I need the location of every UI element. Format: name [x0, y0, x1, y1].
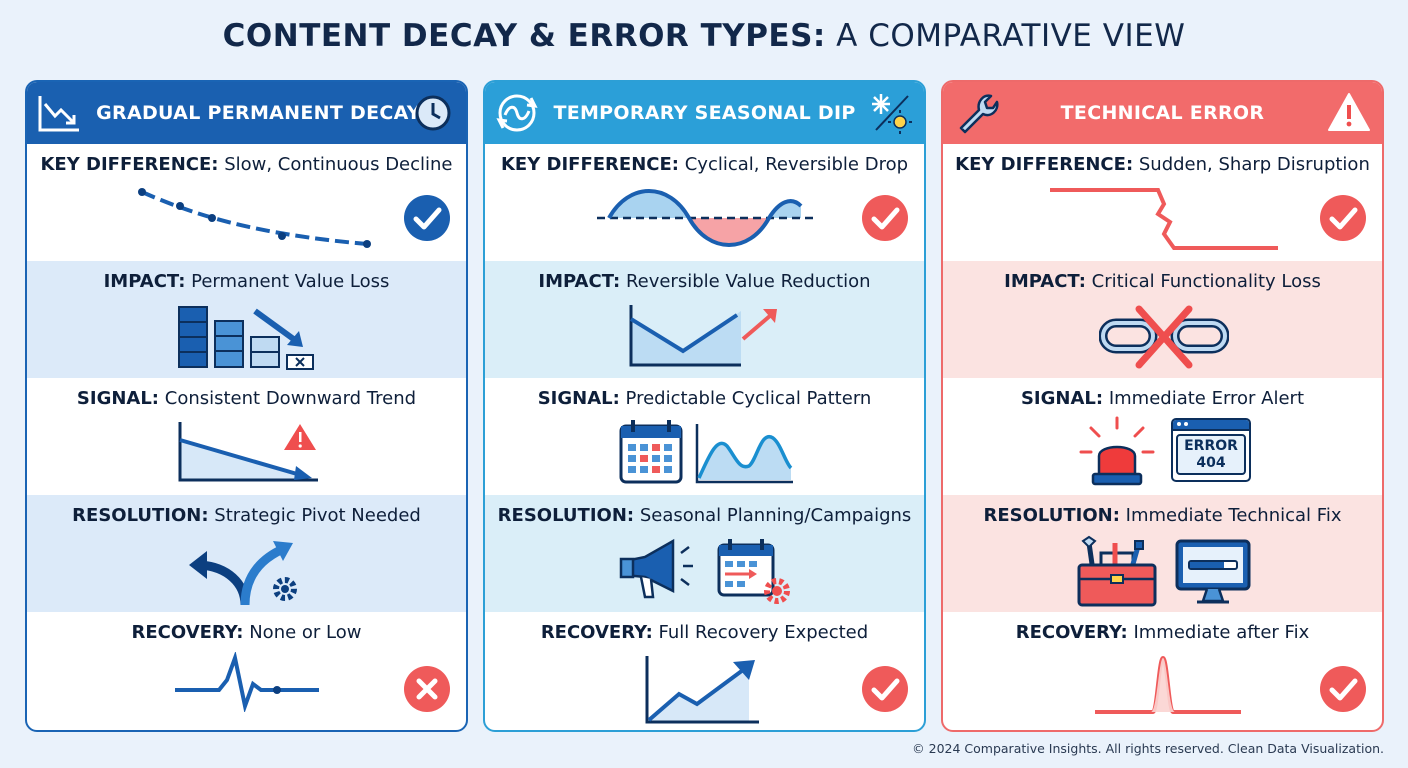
check-badge-icon: [404, 195, 450, 241]
row-label: KEY DIFFERENCE: Sudden, Sharp Disruption: [955, 154, 1370, 175]
row-resolution: RESOLUTION: Seasonal Planning/Campaigns: [485, 495, 924, 612]
row-label: KEY DIFFERENCE: Slow, Continuous Decline: [40, 154, 453, 175]
row-key-difference: KEY DIFFERENCE: Slow, Continuous Decline: [27, 144, 466, 261]
row-label: SIGNAL: Immediate Error Alert: [1020, 388, 1305, 409]
row-key-difference: KEY DIFFERENCE: Sudden, Sharp Disruption: [943, 144, 1382, 261]
column-title: TECHNICAL ERROR: [1060, 102, 1265, 124]
row-impact: IMPACT: Reversible Value Reduction: [485, 261, 924, 378]
check-badge-icon: [862, 195, 908, 241]
row-impact: IMPACT: Permanent Value Loss: [27, 261, 466, 378]
cycle-arrows-icon: [496, 94, 538, 132]
title-bold: CONTENT DECAY & ERROR TYPES:: [222, 18, 826, 54]
column-header: TECHNICAL ERROR: [943, 82, 1382, 144]
row-label: RESOLUTION: Seasonal Planning/Campaigns: [497, 505, 912, 526]
row-resolution: RESOLUTION: Immediate Technical Fix: [943, 495, 1382, 612]
row-label: RESOLUTION: Strategic Pivot Needed: [72, 505, 421, 526]
downward-trend-warning-icon: [178, 422, 318, 482]
column-header: GRADUAL PERMANENT DECAY: [27, 82, 466, 144]
error-window: ERROR 404: [1171, 418, 1251, 482]
column-technical-error: TECHNICAL ERROR KEY DIFFERENCE: Sudden, …: [941, 80, 1384, 732]
snowflake-sun-icon: [872, 94, 912, 134]
siren-icon: [1079, 416, 1155, 486]
monitor-progress-icon: [1175, 539, 1251, 604]
row-label: SIGNAL: Consistent Downward Trend: [76, 388, 417, 409]
column-header: TEMPORARY SEASONAL DIP: [485, 82, 924, 144]
rising-trend-icon: [645, 656, 759, 724]
error-code: 404: [1196, 455, 1226, 471]
row-recovery: RECOVERY: Immediate after Fix: [943, 612, 1382, 730]
check-badge-icon: [862, 666, 908, 712]
sine-wave-icon: [597, 189, 815, 247]
pivot-arrows-gear-icon: [189, 541, 297, 606]
row-signal: SIGNAL: Predictable Cyclical Pattern: [485, 378, 924, 495]
dotted-decline-line-icon: [138, 188, 371, 248]
cross-badge-icon: [404, 666, 450, 712]
warning-icon: [1328, 93, 1370, 131]
row-label: RECOVERY: Immediate after Fix: [1015, 622, 1310, 643]
page-title: CONTENT DECAY & ERROR TYPES: A COMPARATI…: [0, 18, 1408, 54]
column-gradual-decay: GRADUAL PERMANENT DECAY KEY DIFFERENCE: …: [25, 80, 468, 732]
footer-copyright: © 2024 Comparative Insights. All rights …: [912, 741, 1384, 756]
row-label: IMPACT: Critical Functionality Loss: [1004, 271, 1321, 292]
declining-chart-icon: [38, 96, 79, 132]
megaphone-calendar-icon: [619, 538, 790, 604]
calendar-wave-icon: [619, 420, 793, 484]
column-seasonal-dip: TEMPORARY SEASONAL DIP KEY DIFFERENCE: C…: [483, 80, 926, 732]
row-label: RESOLUTION: Immediate Technical Fix: [983, 505, 1342, 526]
row-label: SIGNAL: Predictable Cyclical Pattern: [537, 388, 872, 409]
row-key-difference: KEY DIFFERENCE: Cyclical, Reversible Dro…: [485, 144, 924, 261]
row-label: RECOVERY: None or Low: [131, 622, 362, 643]
spike-icon: [1095, 655, 1241, 714]
dip-and-rise-icon: [629, 305, 777, 367]
row-label: KEY DIFFERENCE: Cyclical, Reversible Dro…: [500, 154, 909, 175]
broken-link-icon: [1099, 305, 1229, 369]
column-title: GRADUAL PERMANENT DECAY: [96, 102, 421, 124]
check-badge-icon: [1320, 666, 1366, 712]
toolbox-icon: [1077, 535, 1157, 607]
check-badge-icon: [1320, 195, 1366, 241]
row-signal: SIGNAL: Consistent Downward Trend: [27, 378, 466, 495]
row-impact: IMPACT: Critical Functionality Loss: [943, 261, 1382, 378]
sharp-drop-icon: [1050, 188, 1278, 250]
row-signal: SIGNAL: Immediate Error Alert ERROR 404: [943, 378, 1382, 495]
row-label: IMPACT: Reversible Value Reduction: [538, 271, 871, 292]
error-text: ERROR: [1184, 438, 1238, 454]
row-label: RECOVERY: Full Recovery Expected: [540, 622, 869, 643]
row-recovery: RECOVERY: Full Recovery Expected: [485, 612, 924, 730]
clock-icon: [415, 95, 451, 131]
title-light: A COMPARATIVE VIEW: [836, 18, 1186, 54]
row-recovery: RECOVERY: None or Low: [27, 612, 466, 730]
flatline-pulse-icon: [175, 652, 319, 712]
column-title: TEMPORARY SEASONAL DIP: [553, 102, 856, 124]
row-label: IMPACT: Permanent Value Loss: [103, 271, 390, 292]
wrench-icon: [959, 94, 999, 134]
row-resolution: RESOLUTION: Strategic Pivot Needed: [27, 495, 466, 612]
shrinking-blocks-icon: [178, 306, 314, 370]
